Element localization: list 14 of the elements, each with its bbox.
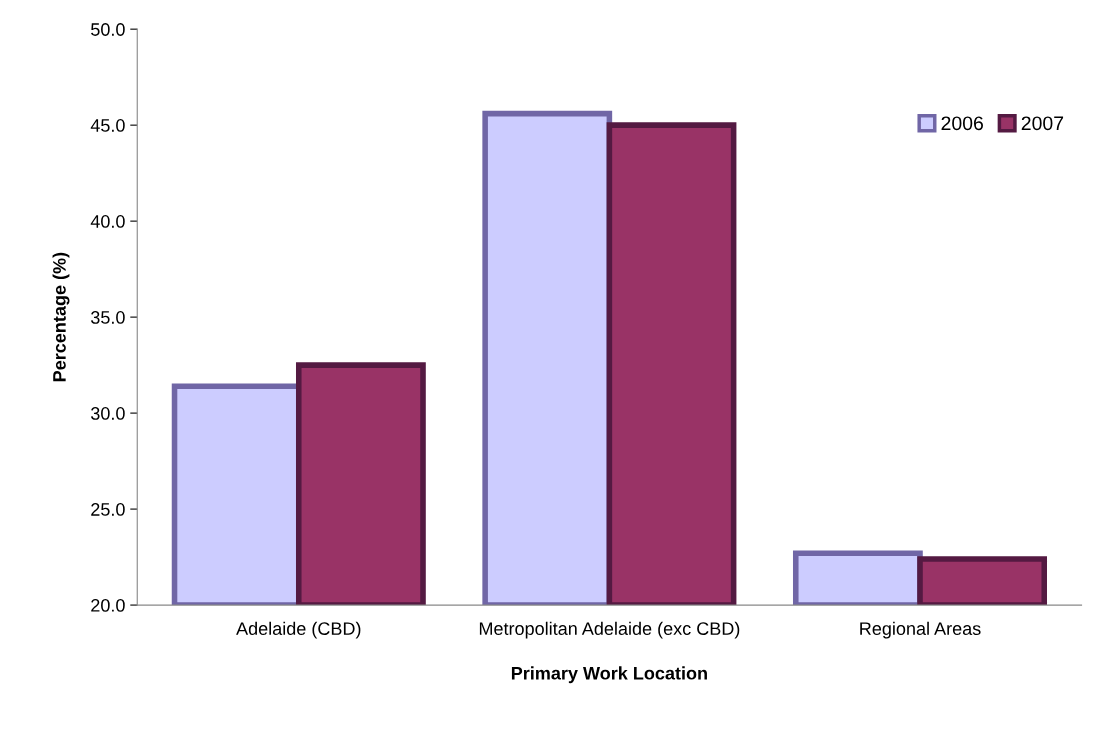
legend-label: 2007 [1021,116,1064,131]
y-axis-title: Percentage (%) [52,252,70,382]
y-tick-label: 30.0 [91,407,125,420]
y-tick-label: 45.0 [90,119,125,132]
x-tick-label: Adelaide (CBD) [236,621,361,639]
y-tick-label: 40.0 [90,215,125,228]
y-tick-label: 25.0 [91,503,125,516]
legend-label: 2006 [941,116,983,131]
y-tick-label: 20.0 [91,599,125,612]
x-axis-title: Primary Work Location [511,666,707,684]
x-tick-label: Metropolitan Adelaide (exc CBD) [479,621,740,639]
x-tick-label: Regional Areas [860,621,981,639]
y-tick-label: 35.0 [91,311,125,324]
y-tick-label: 50.0 [91,23,125,36]
